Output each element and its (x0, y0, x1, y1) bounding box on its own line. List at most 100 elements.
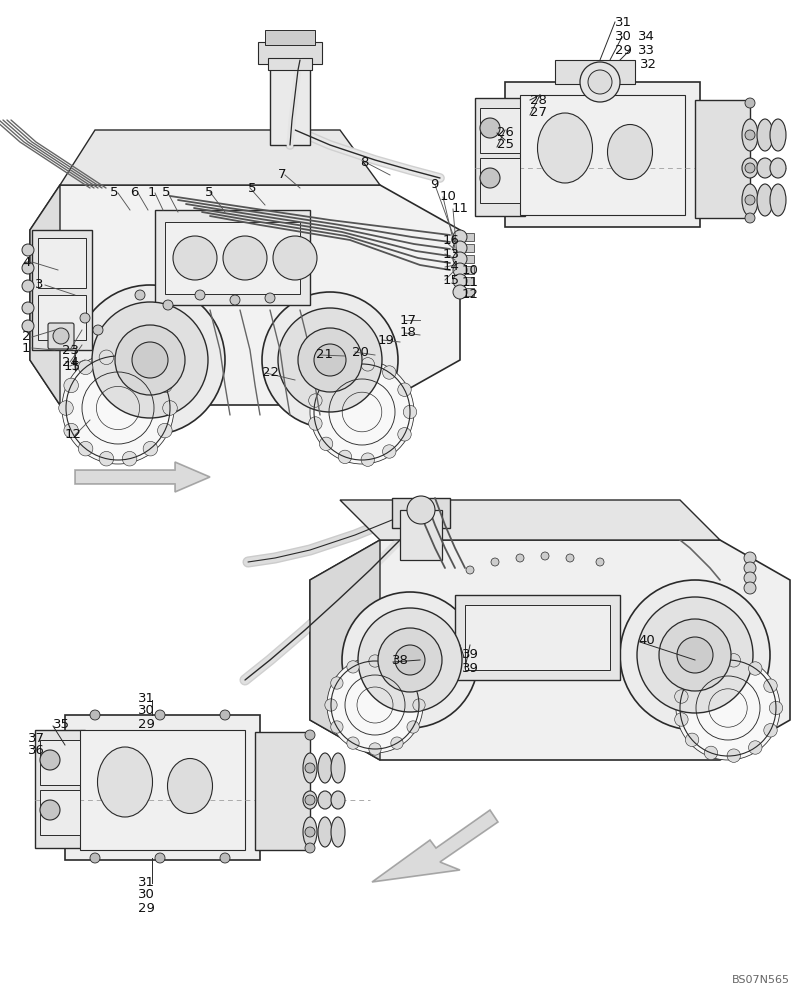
Circle shape (195, 290, 205, 300)
Ellipse shape (770, 119, 786, 151)
Circle shape (361, 453, 374, 466)
Bar (155, 210, 310, 305)
Text: 25: 25 (497, 138, 514, 151)
Circle shape (675, 713, 688, 726)
Ellipse shape (608, 124, 653, 180)
Circle shape (22, 262, 34, 274)
Bar (505, 82, 700, 227)
Text: 7: 7 (278, 168, 287, 182)
Bar (460, 266, 474, 274)
Circle shape (22, 244, 34, 256)
Circle shape (480, 118, 500, 138)
Circle shape (378, 628, 442, 692)
Bar (255, 732, 310, 850)
Text: 2: 2 (22, 330, 31, 344)
Circle shape (685, 733, 699, 747)
Circle shape (92, 302, 208, 418)
Ellipse shape (331, 753, 345, 783)
Text: 17: 17 (400, 314, 417, 326)
Ellipse shape (742, 119, 758, 151)
Circle shape (516, 554, 524, 562)
Circle shape (347, 737, 360, 749)
Text: 24: 24 (62, 356, 79, 368)
Circle shape (588, 70, 612, 94)
Text: 11: 11 (452, 202, 469, 216)
Bar (38, 295, 86, 340)
Circle shape (99, 451, 114, 466)
Text: 27: 27 (530, 106, 547, 119)
Circle shape (480, 168, 500, 188)
Circle shape (62, 352, 174, 464)
Ellipse shape (537, 113, 592, 183)
Circle shape (298, 328, 362, 392)
Text: 29: 29 (615, 43, 632, 56)
Text: 31: 31 (138, 876, 155, 888)
Circle shape (155, 710, 165, 720)
Circle shape (685, 669, 699, 683)
Ellipse shape (318, 753, 332, 783)
Circle shape (305, 827, 315, 837)
Text: 12: 12 (65, 428, 82, 442)
Ellipse shape (770, 158, 786, 178)
Text: 30: 30 (138, 704, 155, 718)
Circle shape (310, 360, 414, 464)
Circle shape (705, 746, 718, 760)
Circle shape (358, 608, 462, 712)
Text: 30: 30 (615, 29, 632, 42)
Circle shape (745, 195, 755, 205)
Ellipse shape (167, 758, 213, 814)
Circle shape (453, 241, 467, 255)
Circle shape (398, 383, 411, 396)
Text: 5: 5 (110, 186, 119, 200)
Text: 23: 23 (62, 344, 79, 357)
Circle shape (620, 580, 770, 730)
Polygon shape (310, 540, 380, 760)
Circle shape (382, 445, 396, 458)
Circle shape (676, 656, 780, 760)
Circle shape (122, 451, 137, 466)
Bar (460, 244, 474, 252)
Text: 6: 6 (130, 186, 138, 200)
Text: 8: 8 (360, 155, 368, 168)
Bar (520, 95, 685, 215)
Circle shape (143, 360, 158, 375)
Text: 39: 39 (462, 648, 479, 662)
Text: 39: 39 (462, 662, 479, 674)
Circle shape (143, 441, 158, 456)
Text: 29: 29 (138, 902, 155, 914)
Bar (258, 42, 322, 64)
Bar (475, 98, 525, 216)
Circle shape (22, 280, 34, 292)
Circle shape (173, 236, 217, 280)
Bar (460, 288, 474, 296)
Circle shape (453, 274, 467, 288)
Circle shape (339, 450, 351, 464)
Bar (65, 715, 260, 860)
Circle shape (122, 350, 137, 365)
Circle shape (90, 710, 100, 720)
Text: 36: 36 (28, 744, 45, 756)
Text: 18: 18 (400, 326, 417, 340)
Text: 30: 30 (138, 888, 155, 902)
Circle shape (135, 290, 145, 300)
Text: 28: 28 (530, 94, 547, 106)
Circle shape (99, 350, 114, 365)
Circle shape (305, 730, 315, 740)
Circle shape (342, 592, 478, 728)
Circle shape (64, 378, 78, 393)
Circle shape (115, 325, 185, 395)
Circle shape (90, 853, 100, 863)
Text: 14: 14 (443, 260, 460, 273)
Ellipse shape (742, 158, 758, 178)
Circle shape (22, 302, 34, 314)
Text: 29: 29 (138, 718, 155, 730)
Circle shape (325, 699, 337, 711)
Circle shape (382, 366, 396, 379)
Bar (460, 277, 474, 285)
Text: 16: 16 (443, 234, 460, 247)
Bar (460, 255, 474, 263)
Ellipse shape (318, 817, 332, 847)
Ellipse shape (303, 791, 317, 809)
Bar (480, 158, 520, 203)
Circle shape (314, 344, 346, 376)
